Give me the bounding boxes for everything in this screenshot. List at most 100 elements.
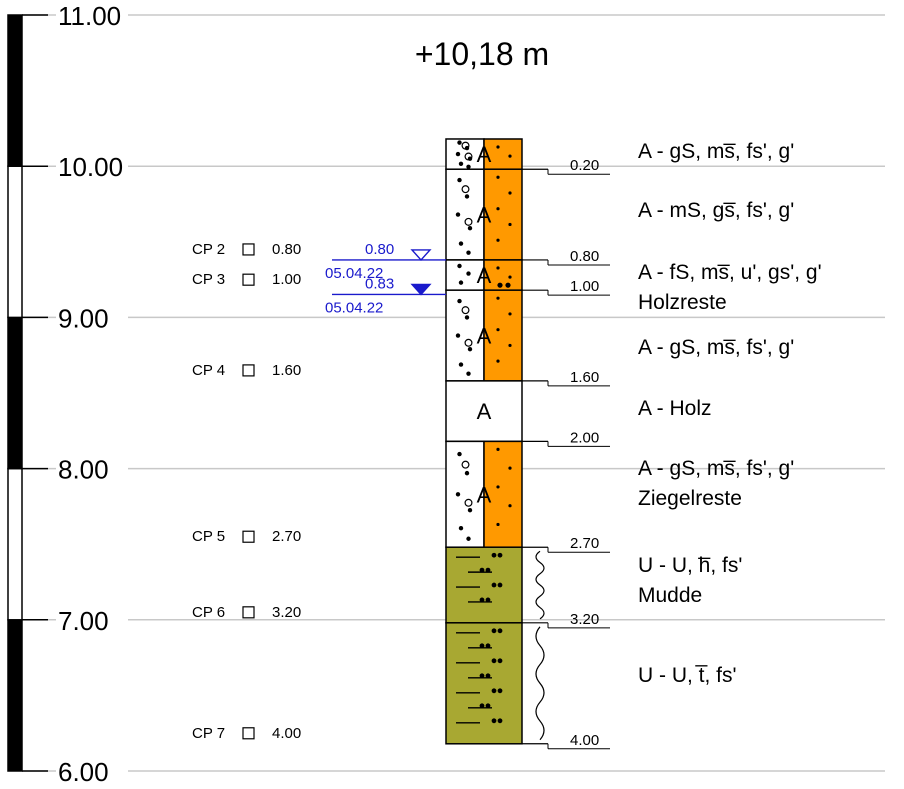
soil-symbol: A (477, 263, 492, 288)
sample-name: CP 5 (192, 528, 225, 545)
silt-dot (485, 673, 491, 679)
gravel-dot (467, 225, 473, 231)
elevation-tick-label: 8.00 (58, 455, 109, 485)
gravel-dot (458, 362, 464, 367)
tick-label-background (56, 454, 128, 483)
gravel-dot (457, 263, 462, 269)
silt-layer-fill (445, 546, 523, 624)
gravel-dot (457, 298, 462, 304)
fill-layer-orange (483, 289, 523, 382)
silt-dot (485, 597, 491, 603)
silt-dot (491, 582, 497, 588)
gravel-dot (455, 492, 461, 497)
sand-dot (496, 145, 500, 149)
borehole-column: A A A A A A (445, 138, 545, 745)
sample-depth-label: 4.00 (272, 725, 301, 742)
gravel-dot (458, 241, 464, 246)
groundwater-triangle-icon (410, 249, 432, 261)
silt-dot (497, 688, 503, 694)
soil-layer-8 (445, 622, 523, 745)
silt-dot (485, 643, 491, 649)
fill-layer-orange (483, 138, 523, 170)
gravel-dot (457, 451, 462, 457)
tick-label-background (56, 1, 128, 29)
sample-name: CP 4 (192, 362, 225, 379)
gravel-dot (466, 250, 471, 255)
elevation-tick-labels: 11.00 10.00 9.00 8.00 7.00 6.00 (56, 1, 128, 787)
silt-dot (479, 703, 485, 709)
layer-bottom-depth-label: 2.70 (570, 535, 599, 552)
groundwater-depth-label: 0.83 (365, 275, 394, 292)
gravel-dot (455, 333, 461, 338)
sample-depth-label: 0.80 (272, 241, 301, 258)
layer-description-line: A - gS, ms̅, fs', g' (638, 457, 794, 480)
gravel-dot (464, 470, 470, 476)
soil-layer-2: A (445, 168, 523, 261)
sand-dot (496, 447, 500, 451)
silt-dot (491, 628, 497, 634)
gravel-circle (464, 152, 473, 161)
organic-wave-marker (535, 550, 545, 620)
silt-dot (497, 282, 503, 288)
elevation-tick-label: 11.00 (58, 1, 121, 31)
sample-square-icon (242, 727, 255, 740)
gravel-dot (457, 177, 462, 183)
silt-dot (505, 282, 511, 288)
fill-layer-orange (483, 440, 523, 548)
fill-layer-left (445, 289, 485, 382)
sample-name: CP 2 (192, 241, 225, 258)
gravel-circle (461, 185, 470, 194)
silt-dot (497, 718, 503, 724)
elevation-tick-label: 7.00 (58, 606, 109, 636)
layer-description-line: Ziegelreste (638, 487, 742, 510)
gravel-circle (461, 141, 470, 150)
scale-segment-white (7, 467, 23, 621)
sample-depth-label: 3.20 (272, 604, 301, 621)
groundwater-date-label: 05.04.22 (325, 299, 383, 316)
gravel-dot (466, 536, 471, 541)
sample-depth-label: 2.70 (272, 528, 301, 545)
gravel-dot (457, 140, 462, 145)
gravel-circle (461, 306, 470, 315)
silt-dot (485, 703, 491, 709)
silt-dot (491, 718, 497, 724)
sand-dot (496, 238, 500, 242)
sample-square-icon (242, 530, 255, 543)
silt-dot (497, 628, 503, 634)
sand-dot (496, 296, 500, 300)
silt-layer-fill (445, 622, 523, 745)
elevation-tick-label: 10.00 (58, 152, 123, 182)
top-elevation-title: +10,18 m (415, 36, 549, 72)
sample-depth-label: 1.60 (272, 362, 301, 379)
organic-wave-marker (535, 626, 545, 741)
silt-dot (491, 658, 497, 664)
groundwater-triangle-icon (410, 283, 432, 296)
tick-label-background (56, 152, 128, 181)
groundwater-date-label: 05.04.22 (325, 265, 383, 282)
silt-dot (497, 582, 503, 588)
layer-bottom-depth-label: 1.60 (570, 369, 599, 386)
layer-bottom-depth-label: 2.00 (570, 429, 599, 446)
sand-dot (496, 359, 500, 363)
soil-layer-1: A (445, 138, 523, 170)
layer-description-line: U - U, t̅, fs' (638, 664, 737, 687)
gravel-dot (464, 194, 470, 199)
sand-dot (508, 312, 512, 316)
sample-square-icon (242, 273, 255, 286)
sand-dot (508, 191, 512, 195)
silt-dot (491, 552, 497, 558)
gravel-dot (458, 161, 464, 166)
gravel-dot (458, 525, 464, 531)
tick-label-background (56, 757, 128, 785)
gravel-dot (466, 164, 471, 170)
layer-description-line: A - gS, ms̅, fs', g' (638, 140, 794, 163)
layer-depth-labels: 0.20 0.80 1.00 1.60 2.00 2.70 3.20 4.00 (522, 157, 610, 750)
tick-label-background (56, 605, 128, 634)
silt-dot (497, 658, 503, 664)
silt-dot (479, 597, 485, 603)
gravel-circle (464, 217, 473, 226)
fill-layer-left (445, 168, 485, 261)
sample-name: CP 6 (192, 604, 225, 621)
scale-segment-white (7, 165, 23, 319)
gravel-dot (467, 507, 473, 513)
